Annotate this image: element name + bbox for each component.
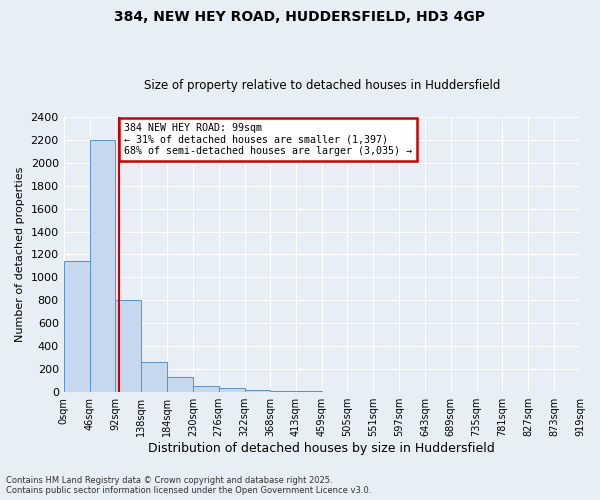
Text: 384 NEW HEY ROAD: 99sqm
← 31% of detached houses are smaller (1,397)
68% of semi: 384 NEW HEY ROAD: 99sqm ← 31% of detache… — [124, 122, 412, 156]
Bar — [271, 391, 296, 392]
Bar — [245, 390, 271, 392]
Text: Contains HM Land Registry data © Crown copyright and database right 2025.
Contai: Contains HM Land Registry data © Crown c… — [6, 476, 371, 495]
Bar — [167, 378, 193, 392]
Bar — [115, 300, 141, 392]
Bar — [219, 388, 245, 392]
Title: Size of property relative to detached houses in Huddersfield: Size of property relative to detached ho… — [143, 79, 500, 92]
Bar — [64, 262, 89, 392]
X-axis label: Distribution of detached houses by size in Huddersfield: Distribution of detached houses by size … — [148, 442, 495, 455]
Bar — [141, 362, 167, 392]
Bar — [193, 386, 219, 392]
Bar — [89, 140, 115, 392]
Text: 384, NEW HEY ROAD, HUDDERSFIELD, HD3 4GP: 384, NEW HEY ROAD, HUDDERSFIELD, HD3 4GP — [115, 10, 485, 24]
Y-axis label: Number of detached properties: Number of detached properties — [15, 167, 25, 342]
